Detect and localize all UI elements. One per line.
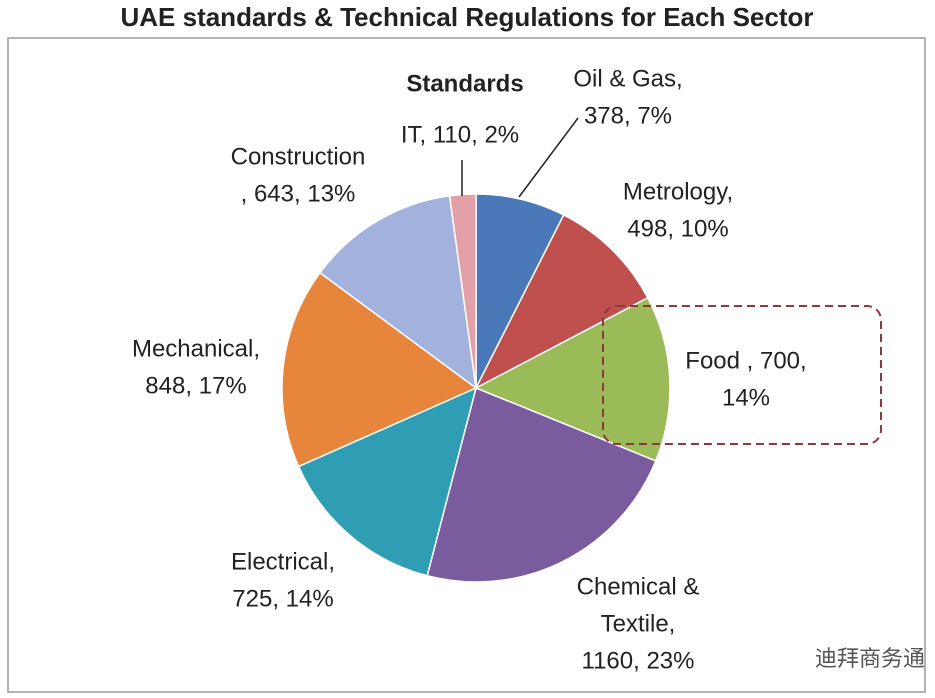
data-label: 848, 17% — [145, 372, 246, 399]
data-label: Food , 700, — [685, 347, 806, 374]
data-label: 1160, 23% — [582, 647, 695, 674]
data-label: Textile, — [601, 610, 676, 637]
data-label: 14% — [722, 384, 770, 411]
chart-subtitle: Standards — [406, 70, 523, 97]
data-label: 725, 14% — [232, 585, 333, 612]
data-labels: Oil & Gas, 378, 7% Metrology, 498, 10% Food … — [132, 65, 807, 674]
highlight-box — [602, 305, 882, 445]
pie-slice — [426, 386, 657, 583]
data-label: Electrical, — [231, 548, 335, 575]
data-label: 498, 10% — [627, 215, 728, 242]
leader-line — [518, 117, 579, 198]
chart-title: UAE standards & Technical Regulations fo… — [120, 2, 813, 32]
pie-slice — [448, 193, 477, 389]
data-label: Oil & Gas, — [573, 65, 682, 92]
pie-slice — [474, 296, 671, 462]
pie — [281, 193, 671, 583]
chart-frame — [7, 37, 926, 693]
pie-slice — [474, 213, 649, 390]
data-label: 378, 7% — [584, 102, 672, 129]
pie-slice — [297, 386, 478, 577]
data-label: Construction — [231, 143, 366, 170]
data-label: Metrology, — [623, 178, 733, 205]
data-label: , 643, 13% — [241, 180, 356, 207]
data-label: Mechanical, — [132, 335, 260, 362]
pie-slice — [281, 271, 478, 468]
data-label: IT, 110, 2% — [401, 121, 519, 148]
watermark: 迪拜商务通 — [815, 646, 925, 671]
pie-slice — [318, 194, 477, 390]
data-label: Chemical & — [577, 573, 700, 600]
